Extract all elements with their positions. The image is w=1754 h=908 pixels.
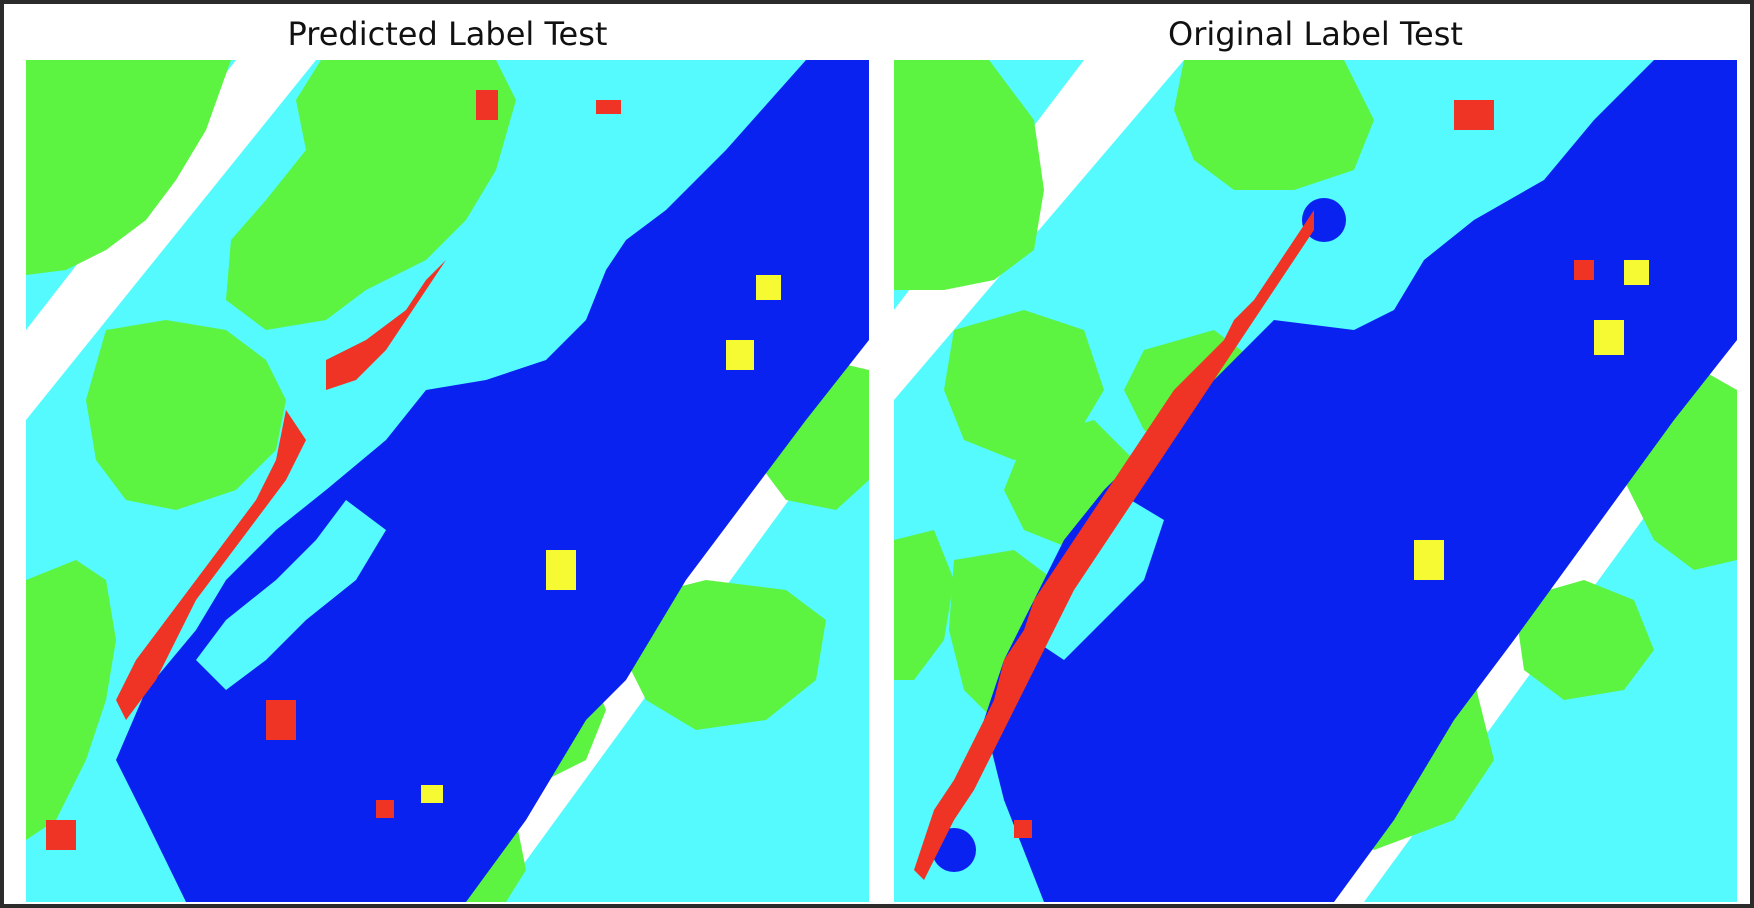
car-mark: [756, 275, 781, 300]
clutter-trail-left: [116, 410, 306, 720]
clutter-patch: [376, 800, 394, 818]
clutter-trail: [914, 210, 1314, 880]
original-label-map: [894, 60, 1737, 902]
car-mark: [1624, 260, 1649, 285]
low-veg-pier-area: [196, 500, 386, 690]
tree-cluster-left-low: [26, 560, 116, 840]
building-main-diagonal: [984, 60, 1737, 902]
predicted-panel-title: Predicted Label Test: [287, 15, 608, 53]
clutter-patch: [1454, 100, 1494, 130]
tree-cluster-top-left: [894, 60, 1044, 290]
road-strip-upper-left: [26, 60, 316, 420]
car-mark: [546, 550, 576, 590]
car-mark: [1594, 320, 1624, 355]
tree-cluster-top-left: [26, 60, 231, 275]
car-mark: [421, 785, 443, 803]
clutter-patch: [1574, 260, 1594, 280]
clutter-patch: [596, 100, 621, 114]
tree-cluster-left-low: [894, 530, 954, 680]
low-veg-pier-area: [1034, 490, 1164, 660]
tree-cluster-top-center: [226, 60, 516, 330]
tree-cluster-left-mid: [944, 310, 1104, 460]
clutter-patch: [46, 820, 76, 850]
clutter-patch: [266, 700, 296, 740]
clutter-patch: [476, 90, 498, 120]
tree-cluster-right-low: [1514, 580, 1654, 700]
building-main-diagonal: [116, 60, 869, 902]
predicted-label-map: [26, 60, 869, 902]
original-panel-title: Original Label Test: [1168, 15, 1463, 53]
car-mark: [1414, 540, 1444, 580]
car-mark: [726, 340, 754, 370]
clutter-trail-upper: [326, 260, 446, 390]
tree-cluster-top-center: [1174, 60, 1374, 190]
road-strip-upper-left: [894, 60, 1184, 400]
tree-cluster-left-mid: [86, 320, 286, 510]
clutter-patch: [1014, 820, 1032, 838]
tree-cluster-right-low: [621, 580, 826, 730]
